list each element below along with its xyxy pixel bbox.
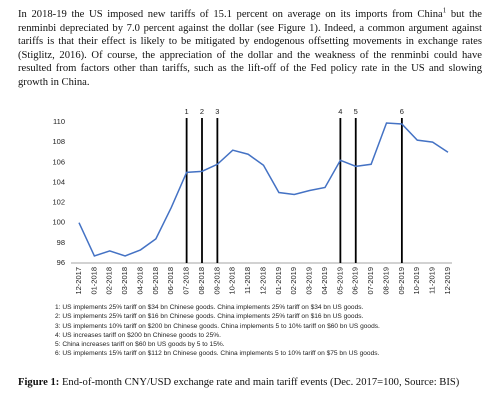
line bbox=[78, 122, 449, 257]
note: 3: US implements 10% tariff on $200 bn C… bbox=[55, 322, 380, 330]
x-tick-label: 12-2018 bbox=[258, 267, 267, 295]
x-tick-label: 07-2018 bbox=[182, 267, 191, 295]
event-label: 6 bbox=[400, 107, 404, 116]
footnote-mark: 1 bbox=[442, 6, 447, 15]
note: 5: China increases tariff on $60 bn US g… bbox=[55, 341, 225, 349]
y-tick-label: 102 bbox=[52, 198, 65, 207]
x-tick-label: 12-2019 bbox=[443, 267, 452, 295]
event-label: 1 bbox=[185, 107, 189, 116]
y-tick-label: 96 bbox=[57, 258, 65, 267]
y-tick-label: 108 bbox=[52, 137, 65, 146]
text: In 2018-19 the US imposed new tariffs of… bbox=[18, 9, 443, 20]
caption-label: Figure 1: bbox=[18, 377, 60, 388]
x-tick-label: 03-2018 bbox=[120, 267, 129, 295]
x-tick-label: 02-2018 bbox=[105, 267, 114, 295]
x-tick-label: 10-2018 bbox=[228, 267, 237, 295]
x-tick-label: 09-2019 bbox=[397, 267, 406, 295]
x-tick-label: 05-2019 bbox=[335, 267, 344, 295]
x-tick-label: 11-2018 bbox=[243, 267, 252, 294]
x-tick-label: 05-2018 bbox=[151, 267, 160, 295]
y-tick-label: 104 bbox=[52, 177, 65, 186]
text: but the renminbi depreciated by 7.0 perc… bbox=[18, 9, 482, 88]
x-tick-label: 01-2019 bbox=[274, 267, 283, 295]
x-tick-label: 03-2019 bbox=[305, 267, 314, 295]
x-tick-label: 07-2019 bbox=[366, 267, 375, 295]
x-tick-label: 04-2019 bbox=[320, 267, 329, 295]
x-tick-label: 08-2018 bbox=[197, 267, 206, 295]
caption-text: End-of-month CNY/USD exchange rate and m… bbox=[59, 377, 460, 388]
x-tick-label: 10-2019 bbox=[412, 267, 421, 295]
x-tick-label: 01-2018 bbox=[89, 267, 98, 295]
note: 6: US implements 15% tariff on $112 bn C… bbox=[55, 350, 380, 358]
x-tick-label: 06-2019 bbox=[351, 267, 360, 295]
event-label: 5 bbox=[354, 107, 358, 116]
x-tick-label: 06-2018 bbox=[166, 267, 175, 295]
y-tick-label: 110 bbox=[53, 117, 65, 126]
event-label: 3 bbox=[215, 107, 219, 116]
x-tick-label: 04-2018 bbox=[135, 267, 144, 295]
x-tick-label: 08-2019 bbox=[381, 267, 390, 295]
x-tick-label: 09-2018 bbox=[212, 267, 221, 295]
note: 1: US implements 25% tariff on $34 bn Ch… bbox=[55, 304, 364, 311]
x-tick-label: 11-2019 bbox=[428, 267, 437, 294]
note: 4: US increases tariff on $200 bn Chines… bbox=[55, 331, 221, 339]
note: 2: US implements 25% tariff on $16 bn Ch… bbox=[55, 313, 364, 321]
caption: Figure 1: End-of-month CNY/USD exchange … bbox=[18, 376, 482, 389]
y-tick-label: 98 bbox=[57, 238, 65, 247]
y-tick-label: 106 bbox=[52, 157, 65, 166]
x-tick-label: 12-2017 bbox=[74, 267, 83, 295]
paragraph: In 2018-19 the US imposed new tariffs of… bbox=[18, 6, 482, 90]
y-tick-label: 100 bbox=[52, 218, 65, 227]
notes: 1: US implements 25% tariff on $34 bn Ch… bbox=[55, 303, 380, 359]
event-label: 2 bbox=[200, 107, 204, 116]
x-tick-label: 02-2019 bbox=[289, 267, 298, 295]
event-label: 4 bbox=[338, 107, 342, 116]
